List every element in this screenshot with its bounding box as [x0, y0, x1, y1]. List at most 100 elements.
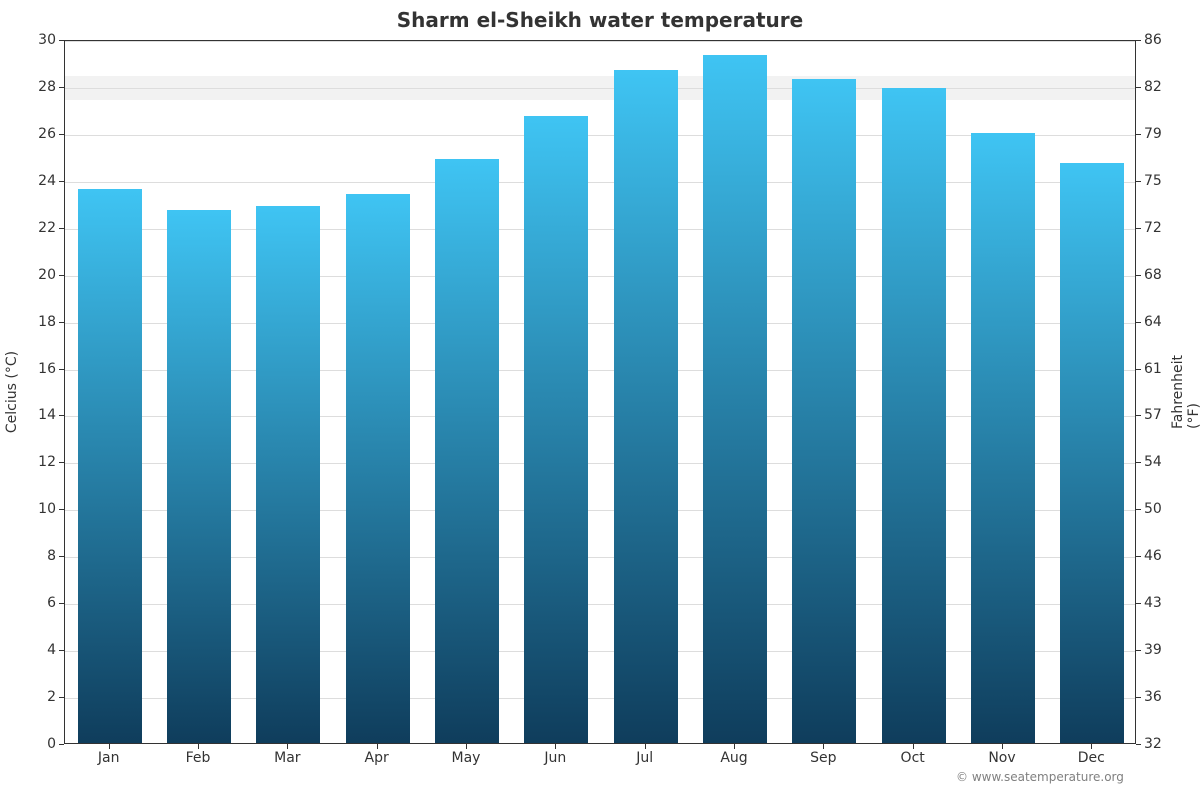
water-temperature-chart: Sharm el-Sheikh water temperature Celciu… — [0, 0, 1200, 800]
tick-mark — [59, 697, 64, 698]
y-left-tick-label: 26 — [16, 126, 56, 142]
plot-area — [64, 40, 1136, 744]
y-left-tick-label: 6 — [16, 595, 56, 611]
bar — [256, 206, 320, 743]
bar — [614, 70, 678, 743]
tick-mark — [59, 275, 64, 276]
y-right-tick-label: 50 — [1144, 501, 1162, 517]
tick-mark — [913, 744, 914, 749]
y-left-tick-label: 28 — [16, 79, 56, 95]
y-left-tick-label: 20 — [16, 267, 56, 283]
x-tick-label: Nov — [988, 750, 1015, 766]
y-left-tick-label: 24 — [16, 173, 56, 189]
tick-mark — [1136, 228, 1141, 229]
tick-mark — [1136, 650, 1141, 651]
tick-mark — [1136, 556, 1141, 557]
tick-mark — [59, 744, 64, 745]
tick-mark — [59, 40, 64, 41]
tick-mark — [59, 87, 64, 88]
x-tick-label: Jan — [98, 750, 120, 766]
y-right-tick-label: 39 — [1144, 642, 1162, 658]
bar — [524, 116, 588, 743]
tick-mark — [1136, 134, 1141, 135]
y-right-tick-label: 57 — [1144, 407, 1162, 423]
tick-mark — [1091, 744, 1092, 749]
y-left-tick-label: 12 — [16, 454, 56, 470]
y-left-tick-label: 2 — [16, 689, 56, 705]
y-left-tick-label: 30 — [16, 32, 56, 48]
tick-mark — [645, 744, 646, 749]
tick-mark — [59, 228, 64, 229]
grid-line — [65, 88, 1135, 89]
bar — [1060, 163, 1124, 743]
y-right-tick-label: 61 — [1144, 361, 1162, 377]
tick-mark — [1136, 369, 1141, 370]
tick-mark — [1136, 509, 1141, 510]
tick-mark — [555, 744, 556, 749]
y-right-tick-label: 32 — [1144, 736, 1162, 752]
tick-mark — [109, 744, 110, 749]
y-left-tick-label: 16 — [16, 361, 56, 377]
y-right-tick-label: 36 — [1144, 689, 1162, 705]
bar — [435, 159, 499, 743]
tick-mark — [59, 650, 64, 651]
x-tick-label: Dec — [1078, 750, 1105, 766]
tick-mark — [1136, 744, 1141, 745]
y-left-tick-label: 0 — [16, 736, 56, 752]
y-right-tick-label: 43 — [1144, 595, 1162, 611]
bar — [167, 210, 231, 743]
y-right-tick-label: 82 — [1144, 79, 1162, 95]
tick-mark — [466, 744, 467, 749]
tick-mark — [1136, 87, 1141, 88]
tick-mark — [59, 415, 64, 416]
tick-mark — [823, 744, 824, 749]
y-left-tick-label: 22 — [16, 220, 56, 236]
x-tick-label: Jun — [544, 750, 566, 766]
tick-mark — [1136, 603, 1141, 604]
tick-mark — [1136, 697, 1141, 698]
x-tick-label: Sep — [810, 750, 836, 766]
grid-line — [65, 41, 1135, 42]
x-tick-label: Mar — [274, 750, 300, 766]
tick-mark — [59, 462, 64, 463]
tick-mark — [59, 556, 64, 557]
bar — [792, 79, 856, 743]
y-axis-right-label: Fahrenheit (°F) — [1170, 355, 1200, 429]
tick-mark — [1002, 744, 1003, 749]
tick-mark — [59, 369, 64, 370]
y-left-tick-label: 10 — [16, 501, 56, 517]
x-tick-label: Aug — [720, 750, 747, 766]
y-right-tick-label: 46 — [1144, 548, 1162, 564]
tick-mark — [59, 181, 64, 182]
tick-mark — [287, 744, 288, 749]
attribution-text: © www.seatemperature.org — [956, 770, 1124, 784]
tick-mark — [1136, 322, 1141, 323]
tick-mark — [59, 603, 64, 604]
x-tick-label: Feb — [186, 750, 211, 766]
bar — [971, 133, 1035, 743]
bar — [882, 88, 946, 743]
tick-mark — [198, 744, 199, 749]
chart-title: Sharm el-Sheikh water temperature — [0, 8, 1200, 32]
tick-mark — [1136, 181, 1141, 182]
x-tick-label: Jul — [636, 750, 653, 766]
y-right-tick-label: 75 — [1144, 173, 1162, 189]
y-right-tick-label: 86 — [1144, 32, 1162, 48]
y-right-tick-label: 54 — [1144, 454, 1162, 470]
x-tick-label: May — [452, 750, 481, 766]
y-left-tick-label: 8 — [16, 548, 56, 564]
x-tick-label: Apr — [365, 750, 389, 766]
tick-mark — [59, 134, 64, 135]
tick-mark — [1136, 275, 1141, 276]
bar — [346, 194, 410, 743]
tick-mark — [1136, 40, 1141, 41]
tick-mark — [377, 744, 378, 749]
x-tick-label: Oct — [901, 750, 925, 766]
bar — [78, 189, 142, 743]
tick-mark — [1136, 415, 1141, 416]
y-left-tick-label: 4 — [16, 642, 56, 658]
y-right-tick-label: 64 — [1144, 314, 1162, 330]
y-right-tick-label: 68 — [1144, 267, 1162, 283]
tick-mark — [59, 509, 64, 510]
y-right-tick-label: 79 — [1144, 126, 1162, 142]
